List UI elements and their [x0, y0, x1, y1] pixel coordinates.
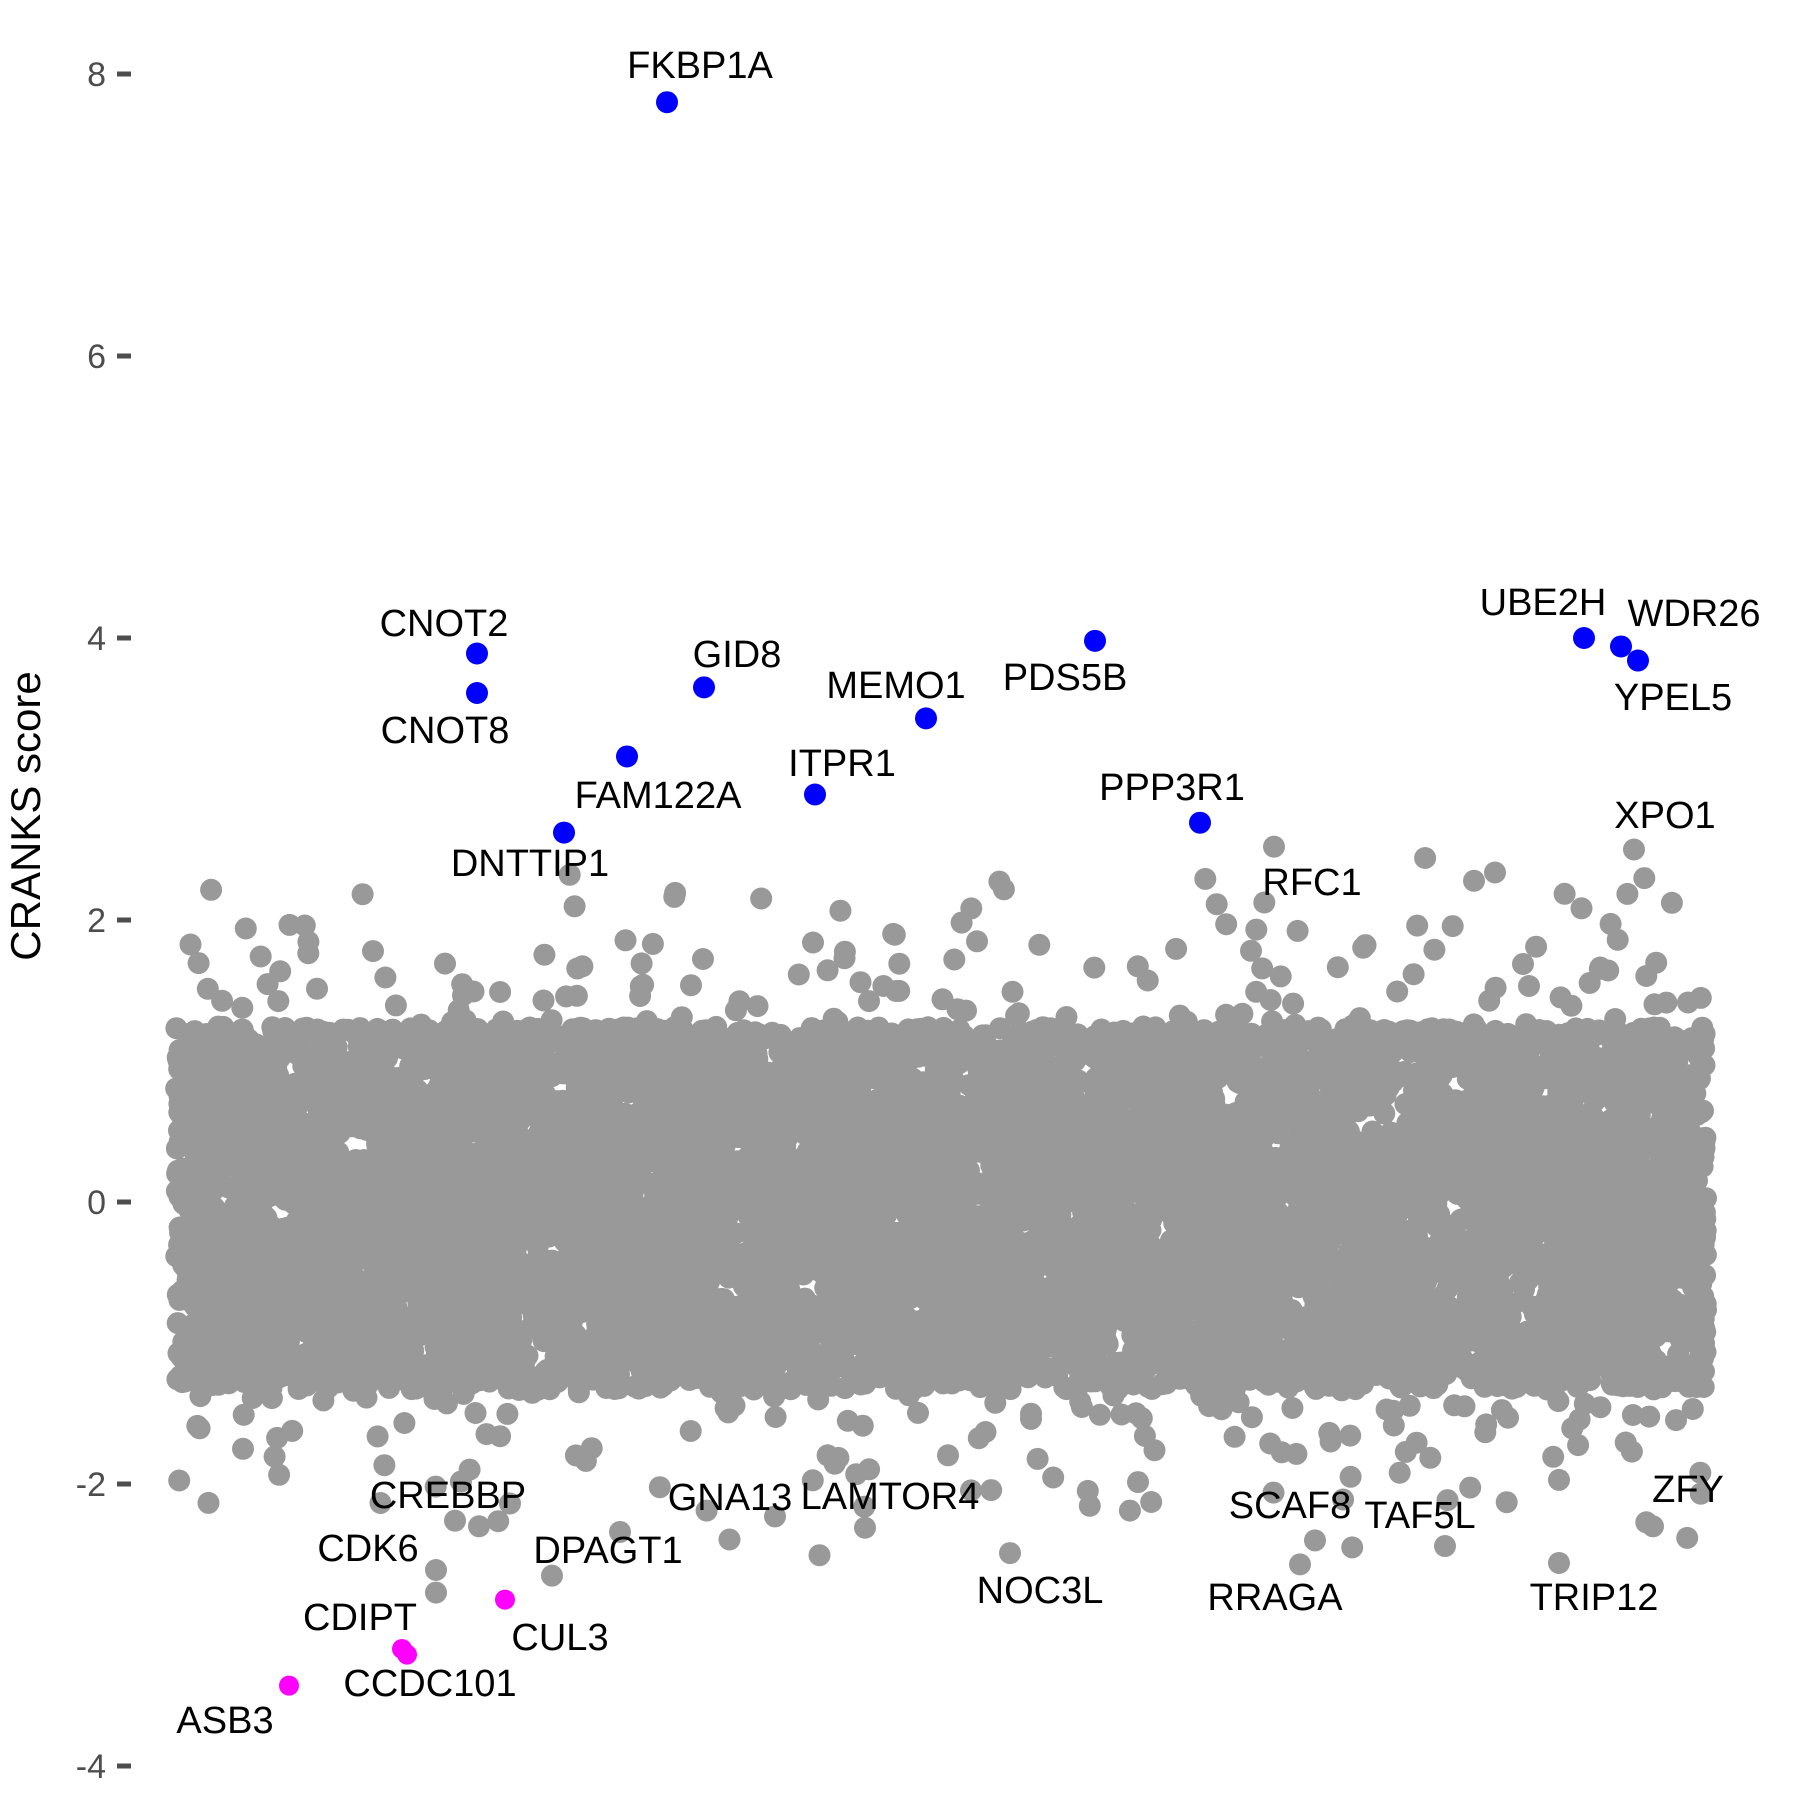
- gene-point-cnot2: [466, 642, 488, 665]
- gene-point-cnot8: [466, 681, 488, 704]
- gene-label-noc3l: NOC3L: [977, 1570, 1104, 1612]
- gene-point-lamtor4: [854, 1516, 876, 1539]
- gene-label-fam122a: FAM122A: [575, 775, 743, 817]
- extra-neutral-points: [425, 1515, 631, 1604]
- gene-label-lamtor4: LAMTOR4: [801, 1476, 980, 1518]
- neutral-point: [609, 1520, 631, 1543]
- gene-label-cul3: CUL3: [511, 1617, 608, 1659]
- gene-label-asb3: ASB3: [176, 1700, 273, 1742]
- gene-point-ccdc101: [397, 1644, 417, 1665]
- y-tick-label: -2: [76, 1466, 106, 1504]
- gene-label-dnttip1: DNTTIP1: [451, 843, 609, 885]
- gene-point-rfc1: [1263, 835, 1285, 858]
- gene-label-cnot2: CNOT2: [380, 603, 509, 645]
- y-tick-label: 0: [87, 1184, 106, 1222]
- gene-label-fkbp1a: FKBP1A: [627, 45, 773, 87]
- gene-label-ypel5: YPEL5: [1614, 677, 1732, 719]
- gene-label-trip12: TRIP12: [1530, 1577, 1659, 1619]
- gene-point-crebbp: [444, 1509, 466, 1532]
- gene-label-memo1: MEMO1: [826, 665, 965, 707]
- gene-point-zfy: [1642, 1515, 1664, 1538]
- gene-label-xpo1: XPO1: [1614, 795, 1715, 837]
- gene-point-ypel5: [1627, 649, 1649, 672]
- gene-label-cnot8: CNOT8: [381, 710, 510, 752]
- gene-label-rfc1: RFC1: [1262, 862, 1361, 904]
- gene-point-gid8: [693, 676, 715, 699]
- gene-point-pds5b: [1084, 629, 1106, 652]
- gene-label-pds5b: PDS5B: [1003, 657, 1128, 699]
- gene-label-crebbp: CREBBP: [370, 1475, 526, 1517]
- gene-label-gid8: GID8: [693, 634, 782, 676]
- gene-label-ube2h: UBE2H: [1480, 582, 1607, 624]
- highlighted-gene-points: [279, 91, 1664, 1696]
- gene-label-ccdc101: CCDC101: [343, 1663, 516, 1705]
- gene-label-cdipt: CDIPT: [303, 1597, 417, 1639]
- gene-point-ppp3r1: [1189, 811, 1211, 834]
- gene-point-wdr26: [1610, 635, 1632, 658]
- gene-point-cdk6: [425, 1559, 447, 1582]
- gene-point-cul3: [495, 1589, 515, 1610]
- gene-label-cdk6: CDK6: [317, 1528, 418, 1570]
- gene-point-rraga: [1289, 1553, 1311, 1576]
- gene-label-ppp3r1: PPP3R1: [1099, 767, 1245, 809]
- gene-label-gna13: GNA13: [668, 1477, 793, 1519]
- gene-point-fam122a: [616, 745, 638, 768]
- gene-point-noc3l: [999, 1542, 1021, 1565]
- gene-point-fkbp1a: [656, 91, 678, 114]
- gene-point-dnttip1: [553, 821, 575, 844]
- gene-label-rraga: RRAGA: [1207, 1577, 1343, 1619]
- gene-label-scaf8: SCAF8: [1229, 1485, 1351, 1527]
- gene-labels: FKBP1A CNOT2 CNOT8 GID8 FAM122A DNTTIP1 ITPR1 M…: [176, 45, 1760, 1742]
- y-tick-label: 8: [87, 56, 106, 94]
- gene-point-trip12: [1548, 1551, 1570, 1574]
- gene-label-itpr1: ITPR1: [788, 743, 896, 785]
- background-points: [165, 847, 1717, 1567]
- gene-point-ube2h: [1573, 627, 1595, 649]
- neutral-point: [468, 1515, 490, 1538]
- gene-point-asb3: [279, 1675, 299, 1696]
- gene-label-taf5l: TAF5L: [1364, 1495, 1475, 1537]
- y-axis-ticks: 8 6 4 2 0 -2 -4: [76, 56, 131, 1786]
- gene-point-scaf8: [1304, 1529, 1326, 1552]
- neutral-point: [425, 1581, 447, 1604]
- gene-point-xpo1: [1623, 838, 1645, 861]
- gene-point-itpr1: [804, 783, 826, 806]
- y-tick-label: 2: [87, 902, 106, 940]
- gene-point-memo1: [915, 707, 937, 730]
- gene-label-dpagt1: DPAGT1: [533, 1530, 682, 1572]
- y-tick-label: -4: [76, 1748, 106, 1786]
- gene-point-gna13: [764, 1505, 786, 1528]
- y-axis-title: CRANKS score: [2, 671, 49, 960]
- gene-label-wdr26: WDR26: [1627, 593, 1760, 635]
- gene-point-dpagt1: [541, 1564, 563, 1587]
- gene-label-zfy: ZFY: [1652, 1469, 1724, 1511]
- y-tick-label: 4: [87, 620, 106, 658]
- y-tick-label: 6: [87, 338, 106, 376]
- gene-point-taf5l: [1434, 1535, 1456, 1558]
